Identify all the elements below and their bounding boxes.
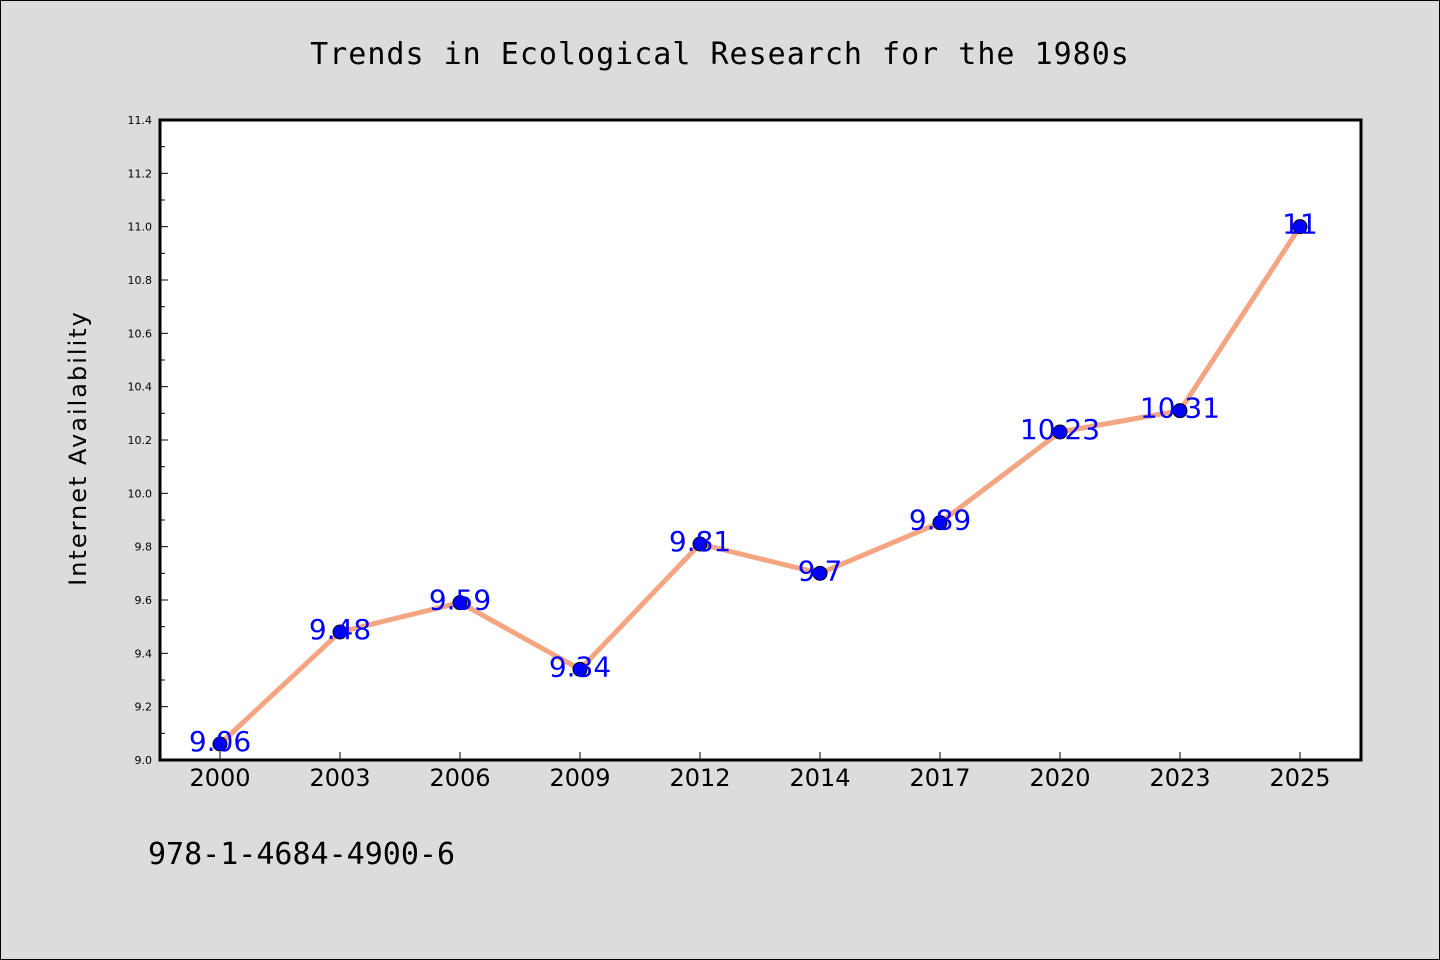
plot-area	[160, 120, 1361, 760]
data-point	[692, 536, 708, 552]
x-tick-label: 2025	[1269, 764, 1330, 792]
data-point	[1052, 424, 1068, 440]
data-point	[1172, 403, 1188, 419]
data-label: 9.34	[549, 650, 611, 683]
data-label: 10.31	[1140, 392, 1220, 425]
footer-code: 978-1-4684-4900-6	[148, 837, 455, 872]
y-axis-label: Internet Availability	[64, 310, 92, 586]
y-tick-label: 11.4	[128, 114, 153, 127]
x-tick-label: 2020	[1029, 764, 1090, 792]
y-tick-label: 9.4	[135, 647, 153, 660]
x-tick-label: 2006	[429, 764, 490, 792]
x-tick-label: 2003	[309, 764, 370, 792]
data-point	[452, 595, 468, 611]
x-tick-label: 2012	[669, 764, 730, 792]
chart-title: Trends in Ecological Research for the 19…	[310, 37, 1130, 72]
x-tick-label: 2023	[1149, 764, 1210, 792]
y-tick-label: 10.8	[128, 274, 153, 287]
data-markers	[212, 219, 1308, 752]
y-tick-label: 9.6	[135, 594, 153, 607]
data-label: 9.81	[669, 525, 731, 558]
data-point	[212, 736, 228, 752]
series-line	[218, 225, 1303, 746]
data-label: 9.06	[189, 725, 251, 758]
data-point	[1292, 219, 1308, 235]
y-tick-label: 10.0	[128, 487, 153, 500]
data-label: 9.48	[309, 613, 371, 646]
y-tick-label: 9.0	[135, 754, 153, 767]
data-point	[932, 515, 948, 531]
y-tick-label: 10.2	[128, 434, 153, 447]
x-tick-label: 2000	[189, 764, 250, 792]
data-point	[332, 624, 348, 640]
data-point	[812, 565, 828, 581]
y-tick-label: 10.4	[128, 381, 153, 394]
data-label: 9.7	[798, 554, 843, 587]
x-tick-label: 2009	[549, 764, 610, 792]
data-point	[572, 661, 588, 677]
y-tick-label: 11.2	[128, 167, 153, 180]
y-tick-label: 9.8	[135, 541, 153, 554]
x-tick-label: 2017	[909, 764, 970, 792]
data-label: 9.89	[909, 504, 971, 537]
data-label: 11	[1282, 208, 1318, 241]
y-tick-label: 10.6	[128, 327, 153, 340]
data-label: 10.23	[1020, 413, 1100, 446]
y-tick-label: 11.0	[128, 221, 153, 234]
x-axis: 2000 2003 2006 2009 2012 2014 2017 2020 2023 2025	[189, 752, 1331, 792]
data-labels: 9.06 9.48 9.59 9.34 9.81 9.7 9.89 10.23 10.31 11	[189, 208, 1318, 758]
x-tick-label: 2014	[789, 764, 850, 792]
data-label: 9.59	[429, 584, 491, 617]
plot-border	[158, 118, 1363, 762]
y-tick-label: 9.2	[135, 701, 153, 714]
